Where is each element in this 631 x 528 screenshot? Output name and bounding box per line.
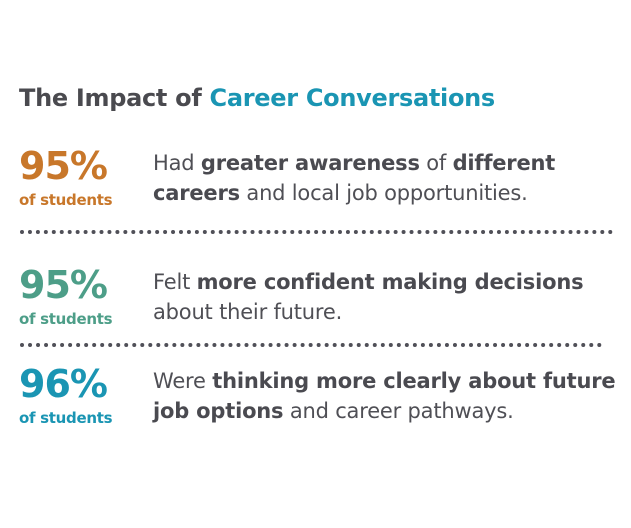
emphasis-text: more confident making decisions	[196, 270, 584, 294]
stat-block-3: 96% of students Were thinking more clear…	[0, 362, 631, 432]
stat-percent: 95%	[19, 144, 108, 188]
body-text: about their future.	[153, 300, 343, 324]
body-text: and career pathways.	[283, 399, 514, 423]
stat-of-students-label: of students	[19, 310, 113, 328]
body-text: Were	[153, 369, 213, 393]
stat-block-1: 95% of students Had greater awareness of…	[0, 144, 631, 214]
emphasis-text: greater awareness	[200, 151, 420, 175]
stat-description: Felt more confident making decisions abo…	[153, 267, 623, 327]
stat-of-students-label: of students	[19, 191, 113, 209]
stat-of-students-label: of students	[19, 409, 113, 427]
stat-description: Had greater awareness of different caree…	[153, 148, 623, 208]
body-text: of	[419, 151, 453, 175]
stat-block-2: 95% of students Felt more confident maki…	[0, 263, 631, 333]
title-accent: Career Conversations	[209, 84, 496, 112]
dotted-divider	[20, 230, 613, 234]
dotted-divider	[20, 343, 602, 347]
body-text: and local job opportunities.	[239, 181, 528, 205]
stat-percent: 96%	[19, 362, 108, 406]
emphasis-text: thinking more clearly about future job o…	[153, 369, 616, 423]
title-prefix: The Impact of	[19, 84, 210, 112]
stat-percent: 95%	[19, 263, 108, 307]
emphasis-text: different careers	[153, 151, 556, 205]
body-text: Had	[153, 151, 201, 175]
stat-description: Were thinking more clearly about future …	[153, 366, 623, 426]
page-title: The Impact of Career Conversations	[19, 84, 495, 112]
body-text: Felt	[153, 270, 197, 294]
